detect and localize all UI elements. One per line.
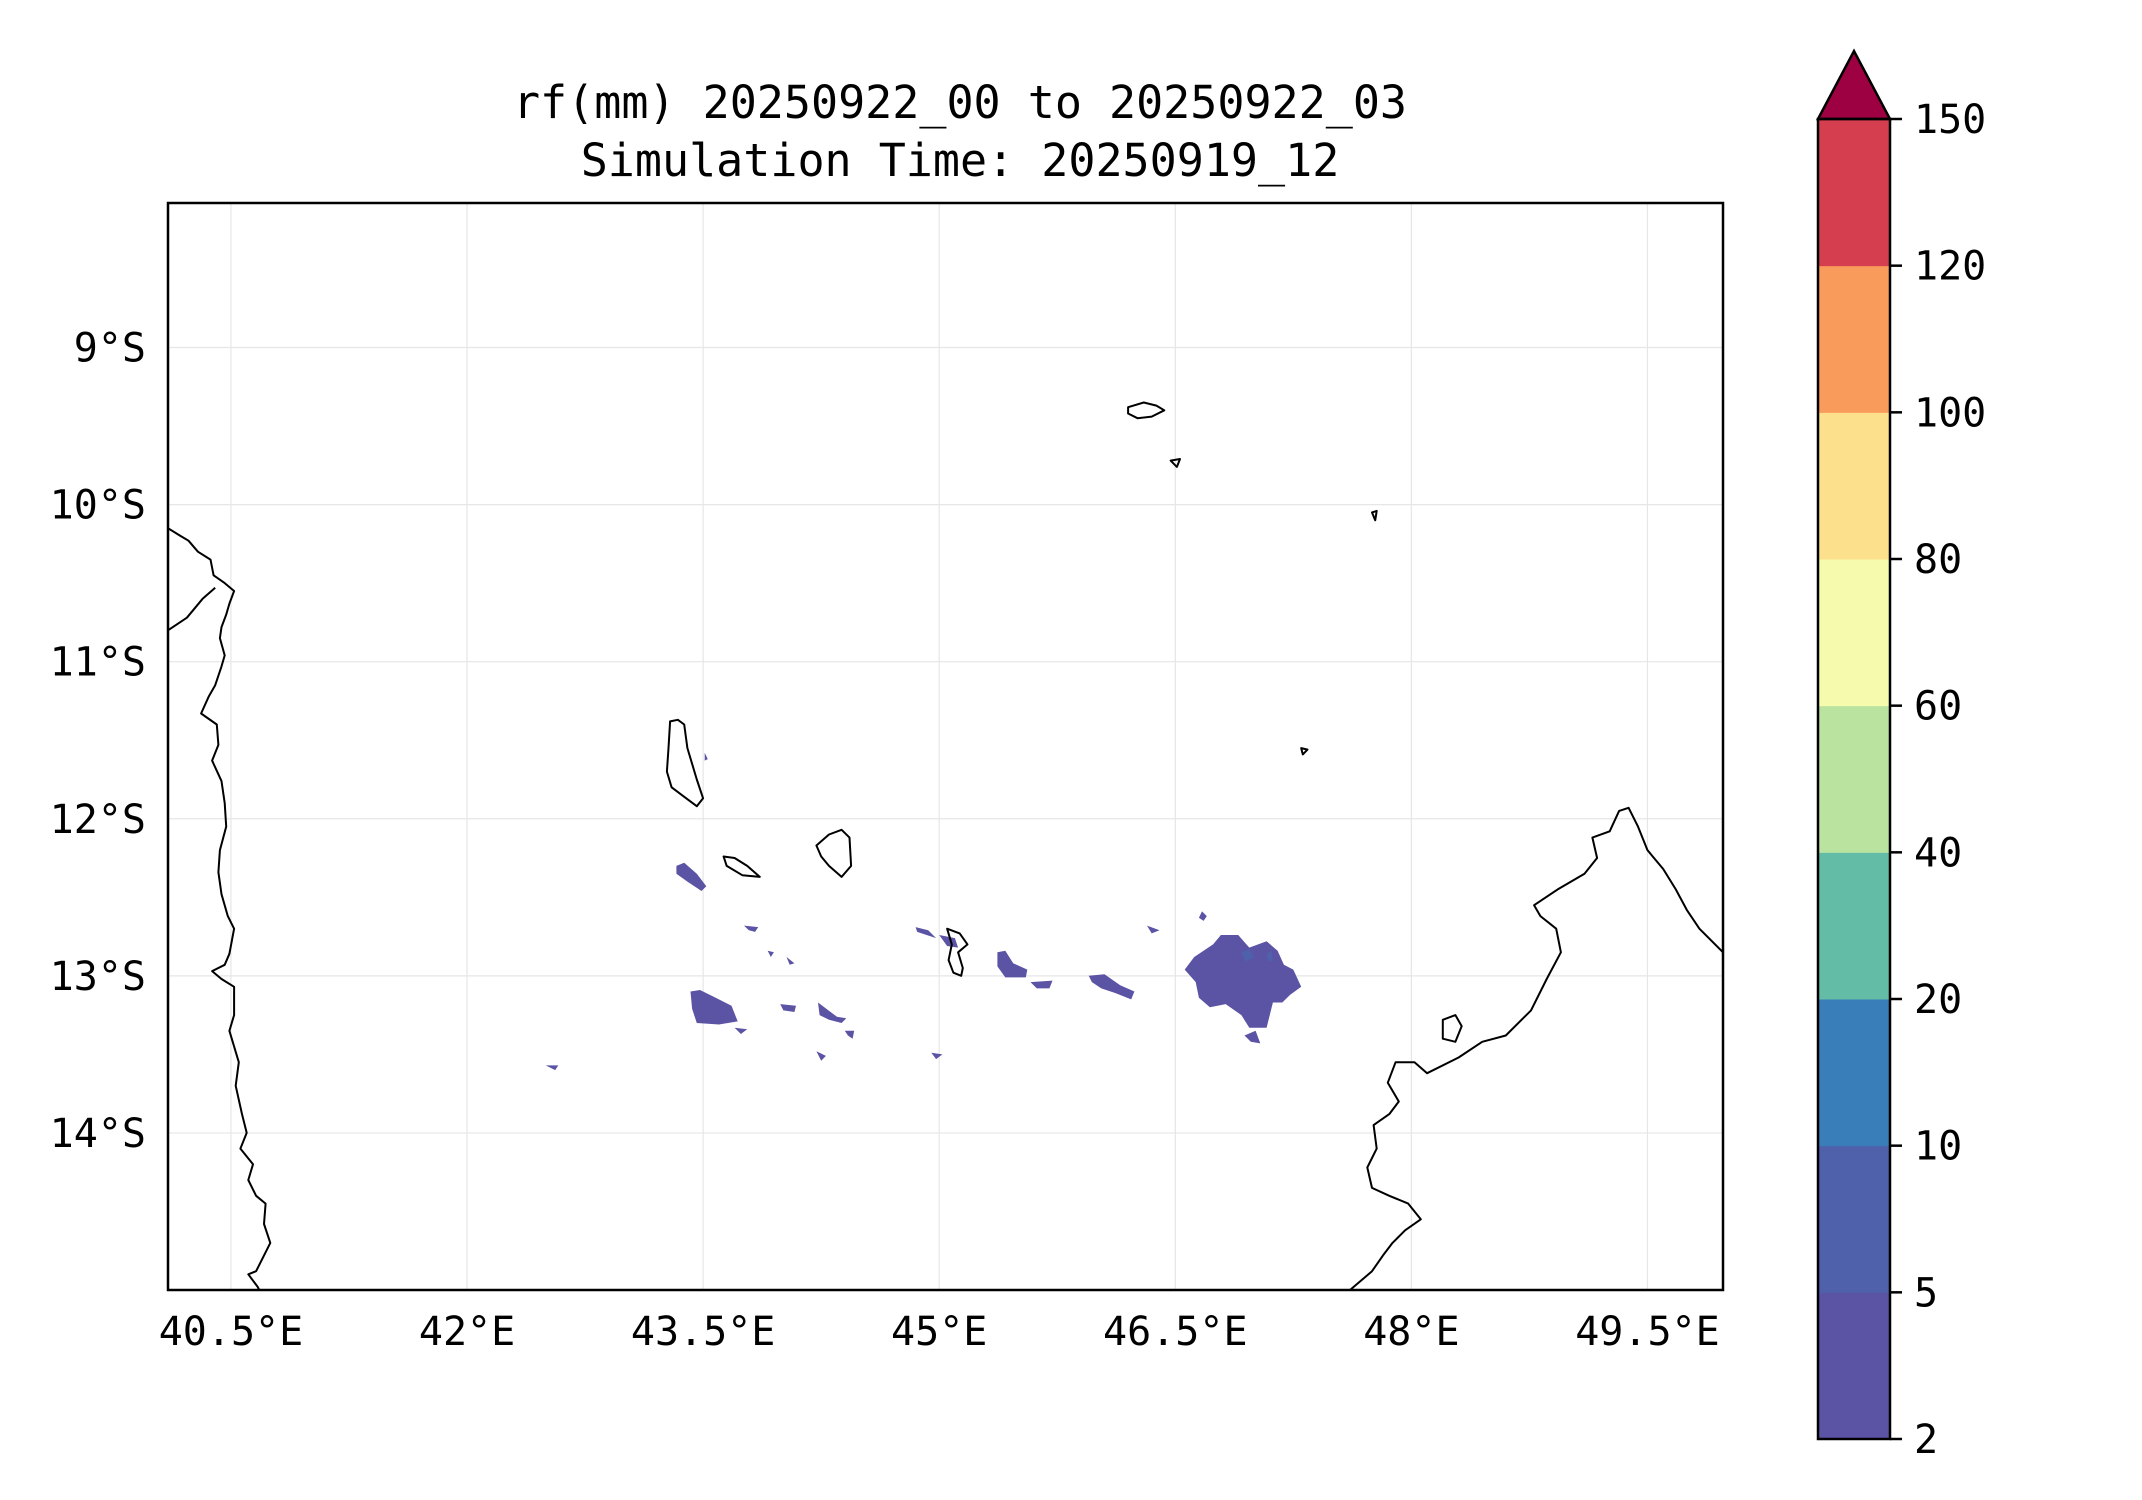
mainland-coast-west xyxy=(168,527,272,1290)
colorbar-segment-80-100 xyxy=(1818,412,1890,560)
rain-area-19 xyxy=(545,1065,559,1071)
longitude-ticks: 40.5°E 42°E 43.5°E 45°E 46.5°E 48°E 49.5°E xyxy=(159,1309,1720,1355)
lon-tick-label: 45°E xyxy=(891,1309,987,1355)
map-gridlines xyxy=(168,203,1723,1290)
rain-area-14 xyxy=(816,1051,826,1061)
lat-tick-label: 14°S xyxy=(50,1111,146,1157)
figure-subtitle: Simulation Time: 20250919_12 xyxy=(581,134,1340,187)
colorbar-ticks: 2 5 10 20 40 60 80 100 120 150 xyxy=(1890,97,1986,1463)
grande-comore xyxy=(665,718,705,808)
rain-area-10 xyxy=(844,1030,855,1039)
rain-area-9 xyxy=(818,1002,847,1023)
colorbar-segment-20-40 xyxy=(1818,852,1890,1000)
rain-area-5 xyxy=(1088,974,1135,1000)
colorbar-segment-10-20 xyxy=(1818,999,1890,1147)
rain-area-2 xyxy=(690,990,738,1025)
lon-tick-label: 48°E xyxy=(1363,1309,1459,1355)
rain-area-18 xyxy=(931,1052,943,1060)
lon-tick-label: 43.5°E xyxy=(631,1309,776,1355)
moheli xyxy=(722,855,761,878)
lat-tick-label: 11°S xyxy=(50,640,146,686)
anjouan xyxy=(815,828,853,878)
lon-tick-label: 40.5°E xyxy=(159,1309,304,1355)
rain-core-1 xyxy=(1241,949,1254,962)
aldabra xyxy=(1127,401,1166,420)
lat-tick-label: 9°S xyxy=(74,326,146,372)
mainland-coast-north xyxy=(168,587,216,632)
rain-area-16 xyxy=(1244,1030,1261,1044)
rain-area-20 xyxy=(1198,911,1207,921)
rain-area-12 xyxy=(734,1027,748,1034)
colorbar-frame xyxy=(1816,117,1892,1441)
glorioso xyxy=(1300,747,1309,756)
rain-area-17 xyxy=(786,957,795,965)
colorbar-tick-label: 150 xyxy=(1914,97,1986,143)
map-frame xyxy=(166,201,1725,1292)
colorbar-tick-label: 60 xyxy=(1914,684,1962,730)
nosy-be xyxy=(1441,1014,1463,1043)
colorbar-tick-label: 20 xyxy=(1914,977,1962,1023)
rain-area-21 xyxy=(704,752,708,761)
coastline-layer xyxy=(168,401,1723,1290)
colorbar-segment-100-120 xyxy=(1818,265,1890,413)
colorbar-tick-label: 5 xyxy=(1914,1270,1938,1316)
colorbar-extend-triangle xyxy=(1815,48,1893,121)
rain-area-22 xyxy=(767,950,774,957)
madagascar-coast xyxy=(1349,806,1723,1290)
lon-tick-label: 49.5°E xyxy=(1575,1309,1720,1355)
colorbar-tick-label: 10 xyxy=(1914,1124,1962,1170)
colorbar-tick-label: 120 xyxy=(1914,244,1986,290)
assumption xyxy=(1169,458,1181,468)
figure-title: rf(mm) 20250922_00 to 20250922_03 xyxy=(513,76,1407,129)
rain-area-8 xyxy=(1030,980,1053,989)
colorbar-segments xyxy=(1815,48,1893,1441)
rainfall-layer xyxy=(545,752,1302,1071)
colorbar-segment-120-150 xyxy=(1818,119,1890,267)
mayotte xyxy=(946,927,969,977)
rain-area-15 xyxy=(1147,925,1160,934)
rain-area-1 xyxy=(676,862,707,891)
latitude-ticks: 9°S 10°S 11°S 12°S 13°S 14°S xyxy=(50,326,146,1157)
lat-tick-label: 12°S xyxy=(50,797,146,843)
colorbar-tick-label: 40 xyxy=(1914,830,1962,876)
colorbar-segment-5-10 xyxy=(1818,1145,1890,1293)
map-background xyxy=(168,203,1723,1290)
colorbar-segment-40-60 xyxy=(1818,705,1890,853)
colorbar-tick-label: 2 xyxy=(1914,1417,1938,1463)
rain-area-6 xyxy=(915,927,937,939)
rain-core-2 xyxy=(1266,950,1273,962)
map-panel: 40.5°E 42°E 43.5°E 45°E 46.5°E 48°E 49.5°E 9°S… xyxy=(50,201,1725,1355)
colorbar-tick-label: 100 xyxy=(1914,390,1986,436)
rain-area-11 xyxy=(780,1004,796,1012)
rain-area-13 xyxy=(744,925,759,932)
rain-area-7 xyxy=(939,935,959,948)
colorbar-tick-label: 80 xyxy=(1914,537,1962,583)
lat-tick-label: 10°S xyxy=(50,483,146,529)
colorbar-segment-60-80 xyxy=(1818,559,1890,707)
colorbar-segment-2-5 xyxy=(1818,1292,1890,1440)
lon-tick-label: 46.5°E xyxy=(1103,1309,1248,1355)
colorbar: 2 5 10 20 40 60 80 100 120 150 xyxy=(1815,48,1986,1463)
rain-area-4 xyxy=(997,950,1028,978)
lon-tick-label: 42°E xyxy=(419,1309,515,1355)
lat-tick-label: 13°S xyxy=(50,954,146,1000)
astove xyxy=(1371,509,1378,522)
